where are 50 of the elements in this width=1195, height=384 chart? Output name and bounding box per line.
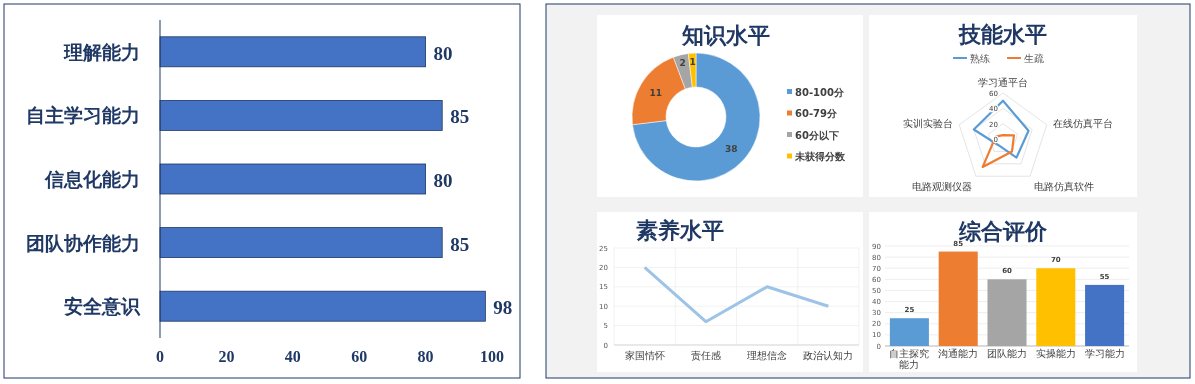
spoke-label: 电路观测仪器 (912, 181, 973, 193)
legend-label: 生疏 (1024, 53, 1044, 64)
data-label: 1 (689, 56, 696, 67)
data-label: 11 (649, 88, 663, 99)
data-label: 80 (433, 170, 453, 191)
bar (938, 251, 978, 346)
x-tick-label: 家国情怀 (624, 350, 665, 361)
y-tick-label: 理解能力 (63, 40, 140, 63)
donut-slice (632, 52, 761, 182)
data-label: 98 (493, 297, 513, 319)
x-tick-label: 自主探究能力 (889, 348, 930, 370)
bar (1085, 284, 1125, 346)
x-tick-label: 理想信念 (747, 350, 788, 361)
spoke-label: 实训实验台 (903, 117, 954, 129)
spoke-label: 在线仿真平台 (1052, 117, 1113, 129)
y-tick-label: 安全意识 (64, 295, 141, 318)
data-label: 85 (450, 233, 470, 255)
chart-title: 素养水平 (636, 218, 724, 243)
legend-label: 60分以下 (795, 129, 839, 141)
bar (1036, 268, 1076, 346)
x-tick-label: 团队能力 (987, 348, 1027, 359)
x-tick-label: 政治认知力 (803, 350, 854, 361)
spoke-label: 电路仿真软件 (1033, 181, 1094, 193)
bar (987, 279, 1027, 346)
legend-label: 未获得分数 (794, 151, 846, 162)
data-label: 38 (724, 143, 738, 154)
x-tick-label: 0 (156, 348, 164, 365)
chart-title: 技能水平 (958, 22, 1047, 47)
line-series (643, 265, 830, 324)
x-tick-label: 学习能力 (1084, 348, 1125, 359)
x-tick-label: 实操能力 (1035, 348, 1076, 359)
legend-label: 熟练 (970, 53, 990, 64)
data-label: 2 (679, 58, 686, 69)
x-tick-label: 100 (480, 348, 504, 365)
spoke-label: 学习通平台 (978, 76, 1028, 88)
x-tick-label: 40 (284, 348, 301, 365)
x-tick-label: 沟通能力 (938, 348, 979, 359)
y-tick-label: 自主学习能力 (26, 104, 140, 127)
y-tick-label: 信息化能力 (44, 168, 140, 190)
x-tick-label: 80 (417, 348, 434, 365)
x-tick-label: 责任感 (690, 350, 721, 361)
bar (889, 318, 929, 346)
x-tick-label: 60 (351, 348, 368, 365)
x-tick-label: 20 (218, 348, 235, 365)
y-tick-label: 团队协作能力 (26, 231, 140, 254)
legend-label: 60-79分 (795, 108, 838, 119)
data-label: 80 (433, 42, 453, 64)
legend-label: 80-100分 (795, 86, 845, 98)
data-label: 85 (450, 106, 470, 128)
chart-title: 知识水平 (681, 23, 770, 48)
